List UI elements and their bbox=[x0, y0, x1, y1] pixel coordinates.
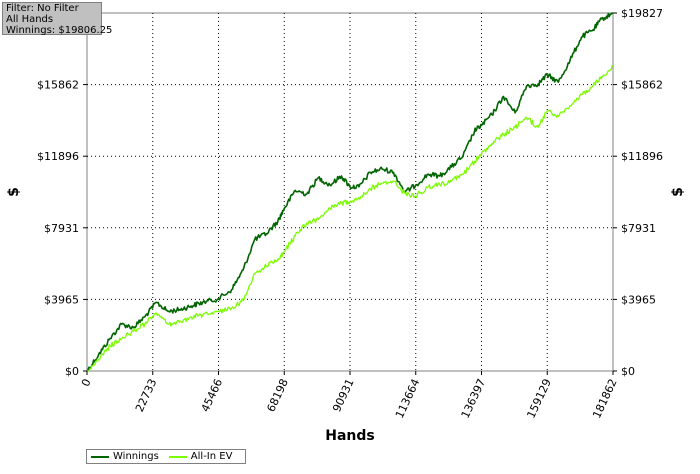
y-tick-label-right: $15862 bbox=[621, 79, 663, 92]
y-axis-title-right: $ bbox=[670, 187, 686, 197]
x-tick-label: 22733 bbox=[133, 377, 160, 414]
x-axis: 0 22733 45466 68198 90931 113664 136397 159129 1… bbox=[79, 371, 620, 420]
series-line-all-in-ev bbox=[87, 64, 614, 372]
legend-item-winnings: Winnings bbox=[91, 451, 159, 462]
legend-swatch-allin-ev bbox=[168, 455, 187, 458]
y-tick-label-left: $0 bbox=[65, 365, 79, 378]
legend-swatch-winnings bbox=[91, 455, 109, 458]
x-tick-label: 45466 bbox=[199, 377, 226, 414]
filter-info-box: Filter: No Filter All Hands Winnings: $1… bbox=[2, 2, 113, 36]
legend-label-winnings: Winnings bbox=[113, 451, 159, 462]
hands-filter-text: All Hands bbox=[6, 14, 54, 25]
y-tick-label-right: $0 bbox=[621, 365, 635, 378]
y-axis-left: $0$3965$7931$11896$15862$19827 bbox=[37, 7, 87, 378]
x-tick-label: 0 bbox=[79, 377, 94, 389]
x-axis-title: Hands bbox=[325, 428, 375, 444]
x-tick-label: 68198 bbox=[264, 377, 291, 414]
x-tick-label: 159129 bbox=[524, 377, 554, 421]
legend-item-allin-ev: All-In EV bbox=[168, 451, 233, 462]
x-tick-label: 90931 bbox=[330, 377, 357, 414]
filter-text: Filter: No Filter bbox=[6, 3, 79, 14]
legend: Winnings All-In EV bbox=[86, 449, 246, 464]
y-tick-label-right: $7931 bbox=[621, 222, 656, 235]
legend-label-allin-ev: All-In EV bbox=[190, 451, 233, 462]
y-axis-title-left: $ bbox=[6, 187, 22, 197]
y-tick-label-right: $3965 bbox=[621, 293, 656, 306]
y-tick-label-left: $15862 bbox=[37, 79, 79, 92]
winnings-total-text: Winnings: $19806.25 bbox=[6, 25, 113, 36]
x-tick-label: 113664 bbox=[393, 377, 423, 421]
series-lines bbox=[86, 12, 614, 372]
y-axis-right: $0 $3965 $7931 $11896 $15862 $19827 bbox=[613, 7, 663, 378]
series-line-winnings bbox=[86, 12, 614, 372]
y-tick-label-left: $7931 bbox=[44, 222, 79, 235]
x-tick-label: 136397 bbox=[459, 377, 489, 421]
x-tick-label: 181862 bbox=[590, 377, 620, 421]
y-tick-label-left: $3965 bbox=[44, 293, 79, 306]
y-tick-label-right: $19827 bbox=[621, 7, 663, 20]
y-tick-label-right: $11896 bbox=[621, 150, 663, 163]
y-tick-label-left: $11896 bbox=[37, 150, 79, 163]
